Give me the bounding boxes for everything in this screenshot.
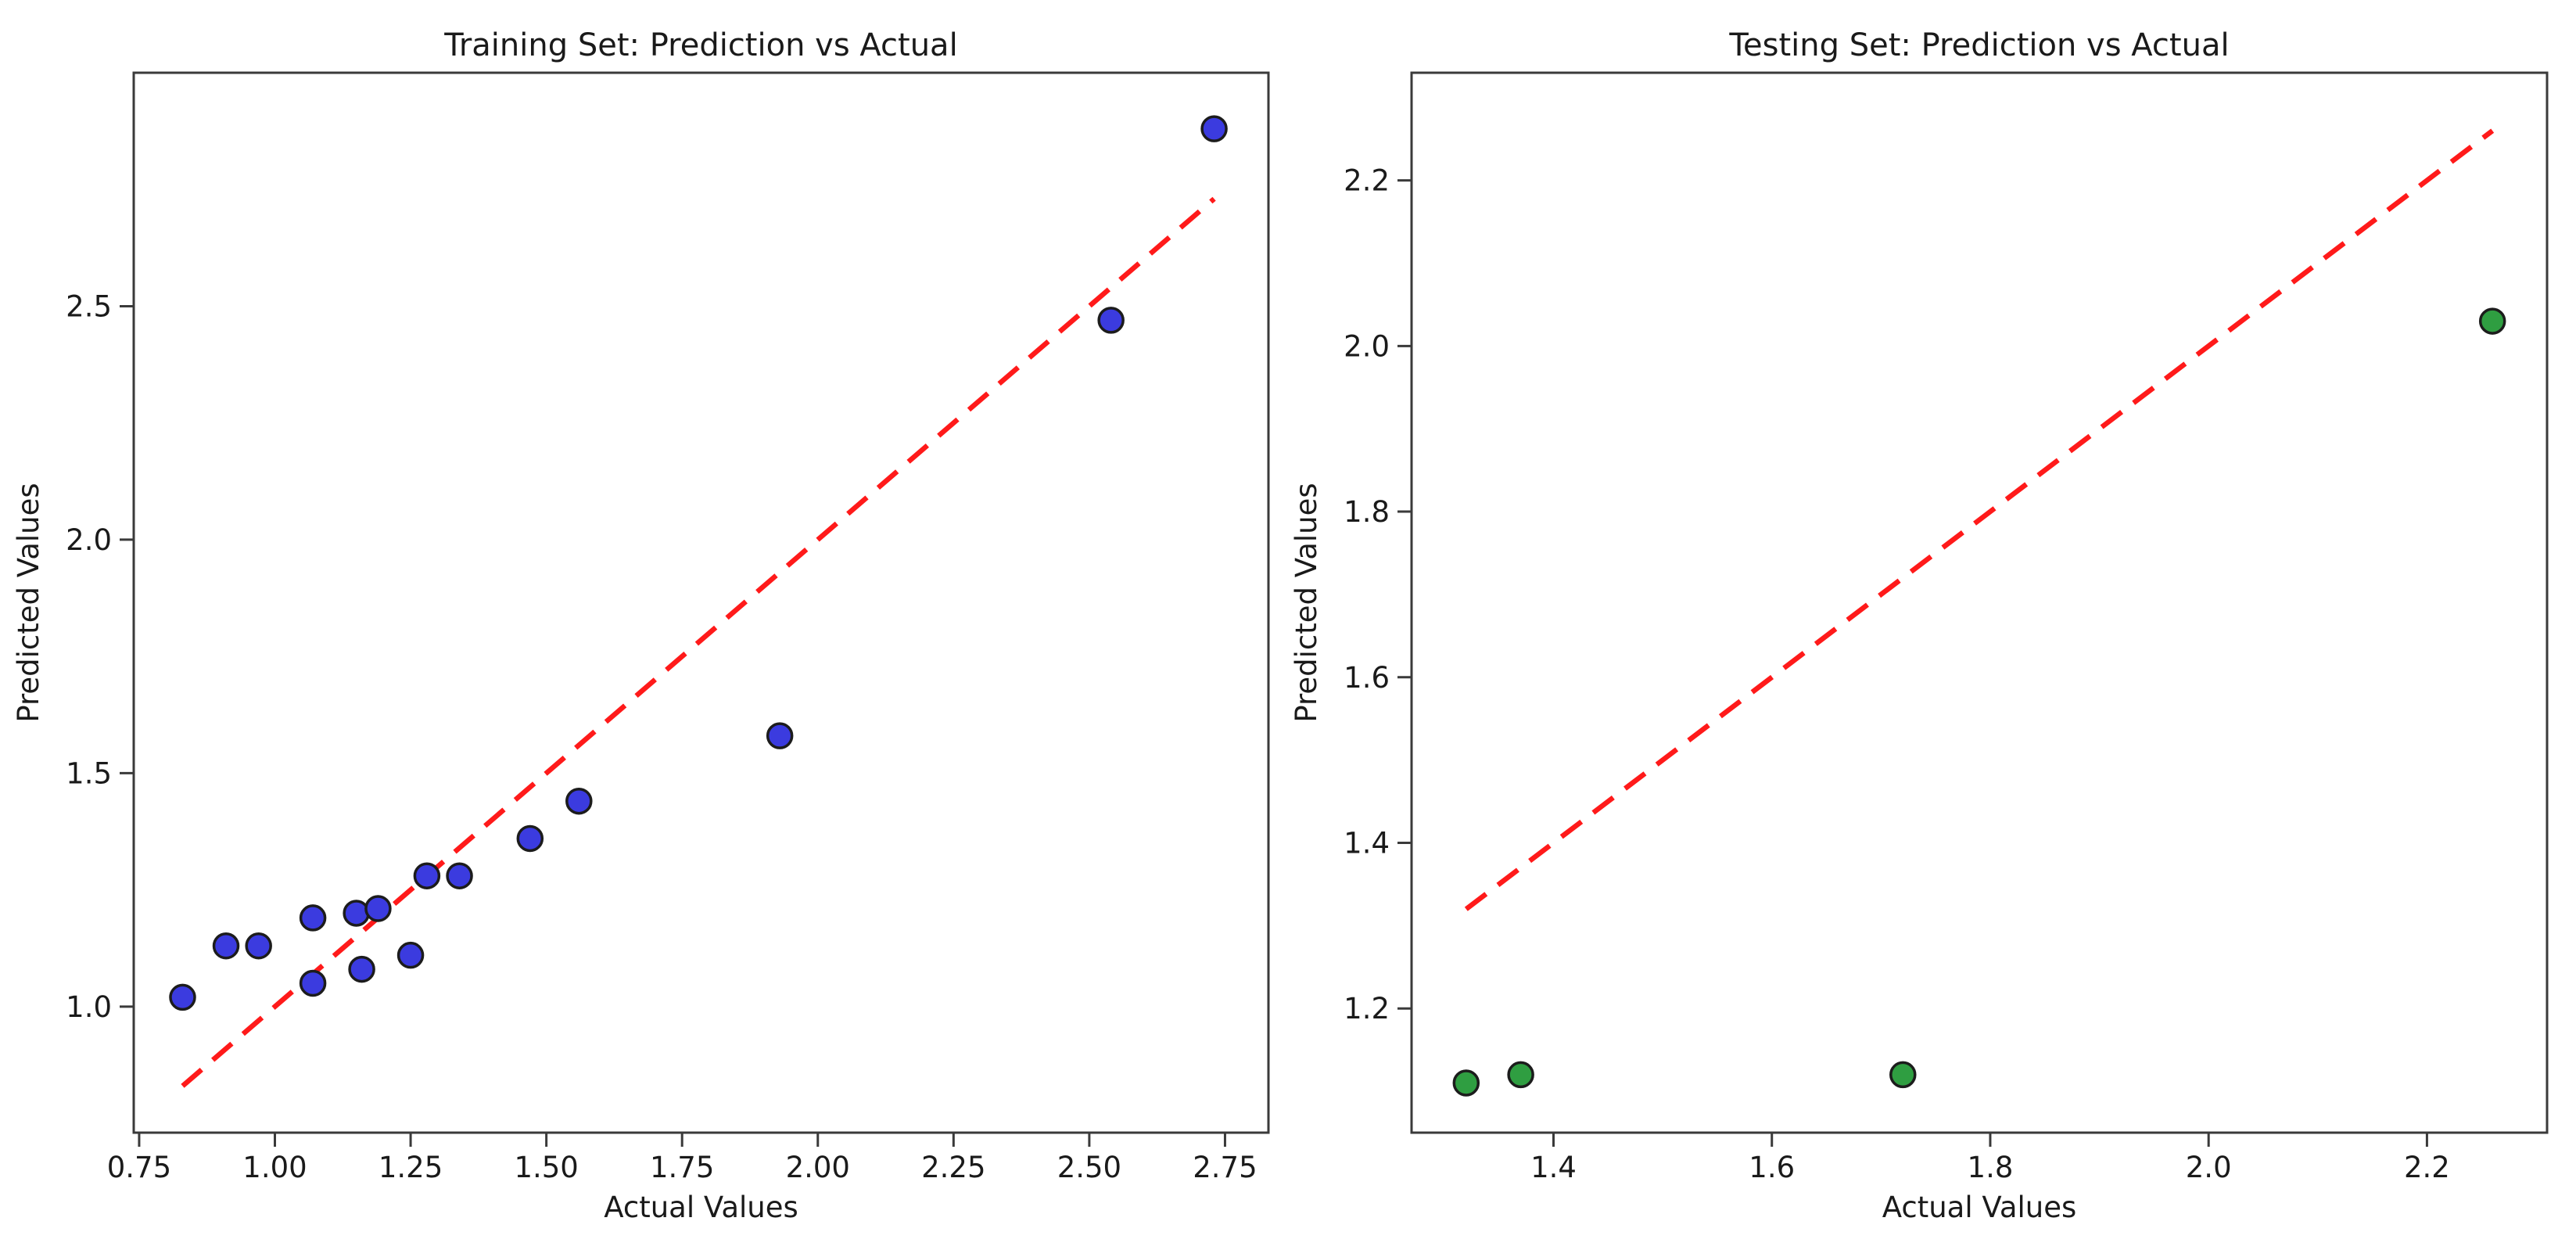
training-point xyxy=(169,983,196,1011)
x-tick-label: 1.25 xyxy=(379,1151,443,1184)
training-point xyxy=(212,932,240,960)
training-point xyxy=(343,900,370,927)
training-point xyxy=(516,824,544,853)
y-tick-label: 2.2 xyxy=(1344,164,1390,198)
x-tick-label: 2.0 xyxy=(2186,1151,2232,1184)
y-tick-label: 1.2 xyxy=(1344,992,1390,1026)
y-tick-label: 2.0 xyxy=(1344,329,1390,363)
testing-point xyxy=(1452,1069,1480,1097)
x-tick-label: 0.75 xyxy=(107,1151,171,1184)
y-tick-label: 1.0 xyxy=(66,990,112,1024)
training-point xyxy=(766,722,794,749)
x-tick-label: 1.6 xyxy=(1749,1151,1795,1184)
training-point xyxy=(413,862,441,889)
training-point xyxy=(1097,307,1125,334)
testing-point xyxy=(1507,1061,1534,1089)
y-tick-label: 1.8 xyxy=(1344,495,1390,529)
training-chart: 0.75 1.00 1.25 1.50 1.75 2.00 2.25 2.50 2.75 1.0 1… xyxy=(12,27,1270,1224)
training-point xyxy=(364,895,392,922)
x-tick-label: 2.25 xyxy=(921,1151,985,1184)
x-axis-label: Actual Values xyxy=(1882,1191,2077,1224)
training-point xyxy=(299,969,327,997)
plot-area xyxy=(132,71,1270,1134)
x-tick-label: 1.00 xyxy=(242,1151,307,1184)
training-point xyxy=(565,787,593,815)
plot-area xyxy=(1410,71,2549,1134)
training-point xyxy=(245,932,272,960)
x-tick-label: 2.00 xyxy=(786,1151,850,1184)
y-axis-label: Predicted Values xyxy=(12,483,45,722)
identity-line xyxy=(181,196,1216,1088)
training-point xyxy=(1200,115,1228,142)
y-tick-label: 1.5 xyxy=(66,756,112,790)
chart-title: Training Set: Prediction vs Actual xyxy=(443,27,957,63)
training-point xyxy=(348,955,375,983)
training-point xyxy=(446,862,473,889)
testing-point xyxy=(2478,307,2506,335)
x-tick-label: 2.2 xyxy=(2404,1151,2450,1184)
chart-title: Testing Set: Prediction vs Actual xyxy=(1728,27,2229,63)
y-tick-label: 2.0 xyxy=(66,523,112,557)
testing-chart: 1.4 1.6 1.8 2.0 2.2 1.2 1.4 1.6 1.8 2.0 2.2 Testing… xyxy=(1290,27,2549,1224)
training-point xyxy=(396,941,425,969)
x-tick-label: 1.50 xyxy=(514,1151,578,1184)
x-tick-label: 1.8 xyxy=(1968,1151,2014,1184)
x-tick-label: 1.4 xyxy=(1530,1151,1577,1184)
x-tick-label: 2.50 xyxy=(1057,1151,1121,1184)
y-axis-label: Predicted Values xyxy=(1290,483,1323,722)
y-tick-label: 1.6 xyxy=(1344,661,1390,695)
x-tick-label: 2.75 xyxy=(1193,1151,1257,1184)
testing-point xyxy=(1889,1061,1917,1089)
x-axis-label: Actual Values xyxy=(604,1191,798,1224)
training-point xyxy=(299,904,327,932)
identity-line xyxy=(1464,128,2495,911)
y-tick-label: 2.5 xyxy=(66,289,112,323)
x-tick-label: 1.75 xyxy=(650,1151,714,1184)
y-tick-label: 1.4 xyxy=(1344,826,1390,860)
